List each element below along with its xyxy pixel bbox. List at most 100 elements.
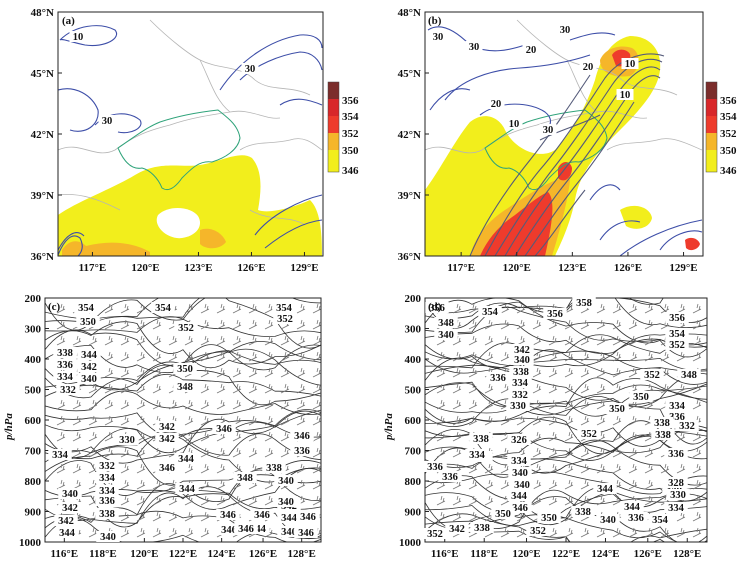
panel-d-contour-label-bg <box>434 317 458 328</box>
wind-barb <box>468 495 478 506</box>
panel-c-contour-label-bg <box>95 495 119 506</box>
wind-barb <box>596 495 606 506</box>
wind-barb <box>548 415 558 426</box>
isentrope-line <box>425 342 707 385</box>
panel-b-contour-label-bg <box>505 118 523 129</box>
panel-d-contour-label: 344 <box>597 484 614 495</box>
panel-a-label: (a) <box>62 15 75 27</box>
panel-d-xtick-label: 120°E <box>512 548 540 560</box>
panel-b-contour-label: 20 <box>583 62 594 73</box>
panel-d-contour-label-bg <box>665 400 689 411</box>
wind-barb <box>612 431 622 442</box>
panel-c-ytick-label: 500 <box>25 385 42 397</box>
panel-a-ytick-label: 42°N <box>31 129 54 141</box>
wind-barb <box>312 447 321 458</box>
wind-barb <box>548 463 558 474</box>
wind-barb <box>280 335 290 346</box>
panel-d-contour-label: 350 <box>609 404 625 415</box>
panel-d-contour-label: 346 <box>512 503 528 514</box>
wind-barb <box>468 335 478 346</box>
wind-barb <box>136 511 146 522</box>
wind-barb <box>104 383 114 394</box>
wind-barb <box>644 495 654 506</box>
panel-a-xtick-label: 123°E <box>184 262 212 274</box>
wind-barb <box>104 303 114 314</box>
wind-barb <box>264 303 274 314</box>
wind-barb <box>88 399 98 410</box>
panel-c-contour-label-bg <box>234 523 258 534</box>
panel-c-contour-label: 342 <box>62 503 78 514</box>
wind-barb <box>564 479 574 490</box>
panel-a-map <box>58 12 323 256</box>
wind-barb <box>484 383 494 394</box>
wind-barb <box>312 351 321 362</box>
panel-d-contour-label-bg <box>665 328 689 339</box>
wind-barb <box>452 383 462 394</box>
wind-barb <box>56 463 66 474</box>
wind-barb <box>484 399 494 410</box>
wind-barb <box>120 463 130 474</box>
panel-d-contour-label-bg <box>664 477 688 488</box>
wind-barb <box>56 415 66 426</box>
wind-barb <box>168 495 178 506</box>
wind-barb <box>516 319 526 330</box>
panel-d-contour-label-bg <box>425 302 449 313</box>
panel-c-contour-label-bg <box>77 373 101 384</box>
panel-c-contour-label: 354 <box>78 303 95 314</box>
panel-c-contour-label: 354 <box>276 303 293 314</box>
wind-barb <box>56 399 66 410</box>
wind-barb <box>184 463 194 474</box>
panel-c-contour-label-bg <box>95 508 119 519</box>
wind-barb <box>264 479 274 490</box>
wind-barb <box>248 383 258 394</box>
wind-barb <box>468 367 478 378</box>
wind-barb <box>484 479 494 490</box>
panel-c-contour-label: 340 <box>278 497 294 508</box>
panel-b-shade-352-right <box>685 237 700 251</box>
panel-b-xtick-label: 120°E <box>503 262 531 274</box>
wind-barb <box>596 367 606 378</box>
panel-c-contour-label: 346 <box>216 424 232 435</box>
wind-barb <box>580 367 590 378</box>
wind-barb <box>120 447 130 458</box>
panel-d-contour-label-bg <box>478 306 502 317</box>
wind-barb <box>564 319 574 330</box>
wind-barb <box>500 447 510 458</box>
panel-b-ytick-label: 39°N <box>398 190 421 202</box>
panel-d-contour-label: 354 <box>482 307 499 318</box>
isentrope-line <box>45 486 321 540</box>
wind-barb <box>516 527 526 538</box>
panel-c-xtick-label: 120°E <box>130 548 158 560</box>
isentrope-line <box>45 409 321 437</box>
wind-barb <box>136 479 146 490</box>
panel-d-contour-label: 354 <box>652 515 669 526</box>
panel-b-colorbar-label: 350 <box>720 145 737 157</box>
wind-barb <box>152 479 162 490</box>
panel-a-contours <box>58 25 323 256</box>
panel-c-contour-label: 346 <box>294 431 310 442</box>
wind-barb <box>548 399 558 410</box>
wind-barb <box>200 431 210 442</box>
panel-d-contour-label: 336 <box>628 513 644 524</box>
wind-barb <box>436 447 446 458</box>
wind-barb <box>232 383 242 394</box>
panel-c-contour-label-bg <box>53 347 77 358</box>
panel-c-contour-label: 346 <box>254 510 270 521</box>
panel-d-ytick-label: 800 <box>405 476 422 488</box>
panel-b-xtick-label: 126°E <box>614 262 642 274</box>
wind-barb <box>580 415 590 426</box>
panel-d-contour-label: 348 <box>438 318 454 329</box>
panel-d-contour-label: 340 <box>512 468 528 479</box>
panel-a-coast <box>117 109 241 191</box>
panel-d-contour-label: 334 <box>512 378 529 389</box>
panel-b-contour-label: 20 <box>491 99 502 110</box>
wind-barb <box>468 463 478 474</box>
panel-d-contour-label-bg <box>423 528 447 539</box>
wind-barb <box>500 479 510 490</box>
wind-barb <box>136 399 146 410</box>
wind-barb <box>216 303 226 314</box>
panel-a-yticks: 48°N 45°N 42°N 39°N 36°N <box>31 7 62 263</box>
wind-barb <box>532 463 542 474</box>
isentrope-line <box>45 518 321 542</box>
wind-barb <box>280 351 290 362</box>
